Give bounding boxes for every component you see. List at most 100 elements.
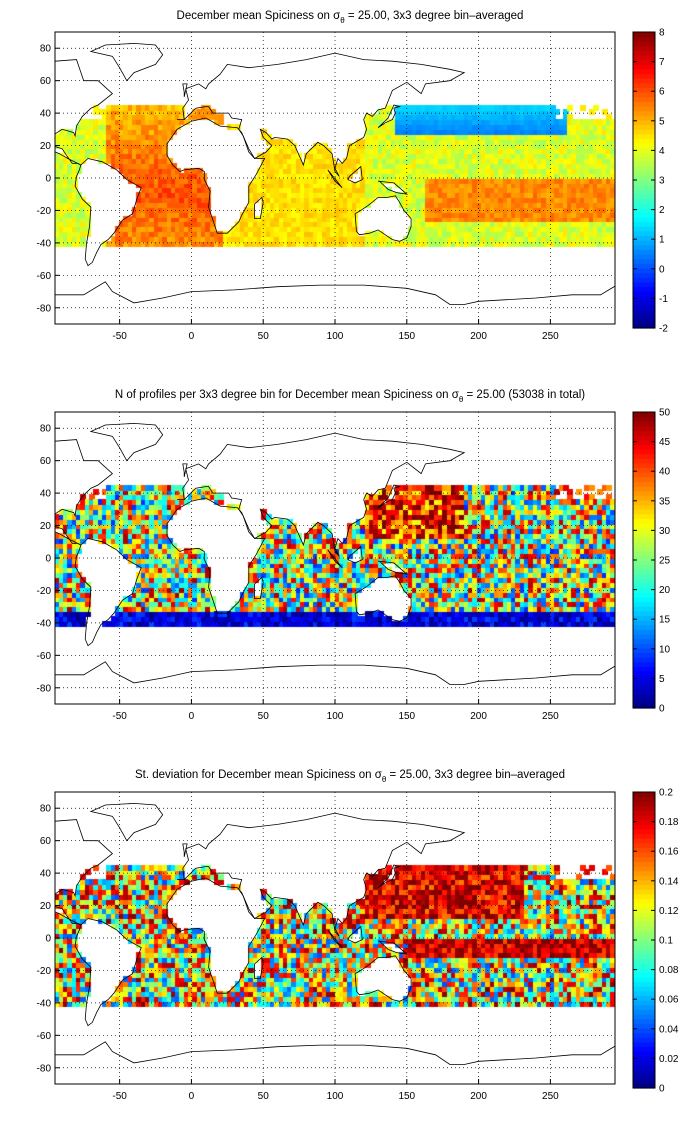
- colorbar-label: 0: [659, 1084, 665, 1095]
- colorbar-step: [633, 504, 655, 510]
- colorbar-step: [633, 170, 655, 176]
- x-tick-label: 250: [542, 331, 559, 342]
- y-tick-label: -80: [37, 683, 52, 694]
- coastline: [166, 877, 266, 994]
- colorbar-step: [633, 912, 655, 918]
- colorbar-step: [633, 986, 655, 992]
- colorbar-step: [633, 833, 655, 839]
- coastline: [354, 575, 412, 622]
- colorbar-step: [633, 166, 655, 172]
- y-tick-label: 40: [40, 869, 52, 880]
- colorbar-step: [633, 926, 655, 932]
- y-tick-label: -80: [37, 1063, 52, 1074]
- colorbar-step: [633, 281, 655, 287]
- colorbar-label: 0.1: [659, 936, 673, 947]
- coastline: [377, 104, 402, 129]
- colorbar-step: [633, 629, 655, 635]
- colorbar-step: [633, 203, 655, 209]
- colorbar-step: [633, 963, 655, 969]
- colorbar-step: [633, 634, 655, 640]
- y-tick-label: 0: [45, 554, 51, 565]
- colorbar-label: 3: [659, 176, 665, 187]
- y-tick-label: 60: [40, 456, 52, 467]
- coastline: [254, 956, 264, 979]
- colorbar-step: [633, 258, 655, 264]
- colorbar-step: [633, 300, 655, 306]
- colorbar-step: [633, 240, 655, 246]
- colorbar-label: 2: [659, 205, 665, 216]
- coastline: [166, 497, 266, 614]
- colorbar-step: [633, 495, 655, 501]
- colorbar-step: [633, 444, 655, 450]
- colorbar-step: [633, 156, 655, 163]
- colorbar-label: 1: [659, 235, 665, 246]
- colorbar-step: [633, 138, 655, 144]
- colorbar-step: [633, 972, 655, 978]
- colorbar-step: [633, 124, 655, 130]
- x-tick-label: -50: [112, 1091, 127, 1102]
- colorbar-step: [633, 824, 655, 830]
- colorbar-step: [633, 467, 655, 473]
- x-tick-label: 0: [189, 331, 195, 342]
- colorbar-step: [633, 1023, 655, 1029]
- colorbar-label: 50: [659, 408, 671, 419]
- colorbar-step: [633, 184, 655, 190]
- coastline: [377, 864, 402, 889]
- colorbar-step: [633, 657, 655, 663]
- colorbar-step: [633, 573, 655, 580]
- coastline: [182, 463, 188, 477]
- colorbar-step: [633, 425, 655, 432]
- colorbar-step: [633, 587, 655, 593]
- coastline: [347, 545, 363, 564]
- colorbar-step: [633, 277, 655, 283]
- colorbar-label: 0.2: [659, 788, 673, 799]
- colorbar-label: 0.16: [659, 847, 679, 858]
- chart-title: December mean Spiciness on σθ = 25.00, 3…: [177, 10, 524, 25]
- coastline: [55, 439, 114, 546]
- x-tick-label: 50: [258, 331, 270, 342]
- colorbar-step: [633, 560, 655, 566]
- colorbar-label: 0.08: [659, 965, 679, 976]
- y-tick-label: -40: [37, 618, 52, 629]
- colorbar-step: [633, 1032, 655, 1038]
- colorbar-step: [633, 615, 655, 621]
- colorbar-step: [633, 318, 655, 324]
- colorbar-label: 10: [659, 644, 671, 655]
- colorbar-step: [633, 462, 655, 469]
- colorbar-step: [633, 472, 655, 478]
- coastline: [377, 484, 402, 509]
- colorbar-step: [633, 45, 655, 52]
- colorbar-step: [633, 829, 655, 835]
- colorbar-step: [633, 32, 655, 38]
- x-tick-label: 50: [258, 1091, 270, 1102]
- colorbar-step: [633, 847, 655, 853]
- x-tick-label: 150: [398, 331, 415, 342]
- colorbar-step: [633, 499, 655, 506]
- y-tick-label: -80: [37, 303, 52, 314]
- colorbar-step: [633, 412, 655, 418]
- x-tick-label: 150: [398, 1091, 415, 1102]
- colorbar-step: [633, 953, 655, 960]
- colorbar-step: [633, 323, 655, 329]
- colorbar-step: [633, 69, 655, 75]
- colorbar-step: [633, 903, 655, 909]
- colorbar-step: [633, 819, 655, 825]
- std-deviation-chart: St. deviation for December mean Spicines…: [37, 769, 679, 1102]
- x-tick-label: -50: [112, 711, 127, 722]
- coastline: [378, 940, 409, 955]
- colorbar-step: [633, 193, 655, 200]
- coastline: [74, 158, 142, 267]
- colorbar-step: [633, 583, 655, 589]
- x-tick-label: 150: [398, 711, 415, 722]
- colorbar-step: [633, 620, 655, 626]
- colorbar-step: [633, 161, 655, 167]
- colorbar-label: 0.12: [659, 906, 679, 917]
- colorbar-step: [633, 119, 655, 126]
- chart-title: N of profiles per 3x3 degree bin for Dec…: [115, 389, 585, 404]
- colorbar: 8 7 6 5 4 3 2 1 0 -1 -2: [632, 28, 668, 335]
- colorbar-label: 0.18: [659, 817, 679, 828]
- colorbar-step: [633, 92, 655, 98]
- colorbar-step: [633, 207, 655, 213]
